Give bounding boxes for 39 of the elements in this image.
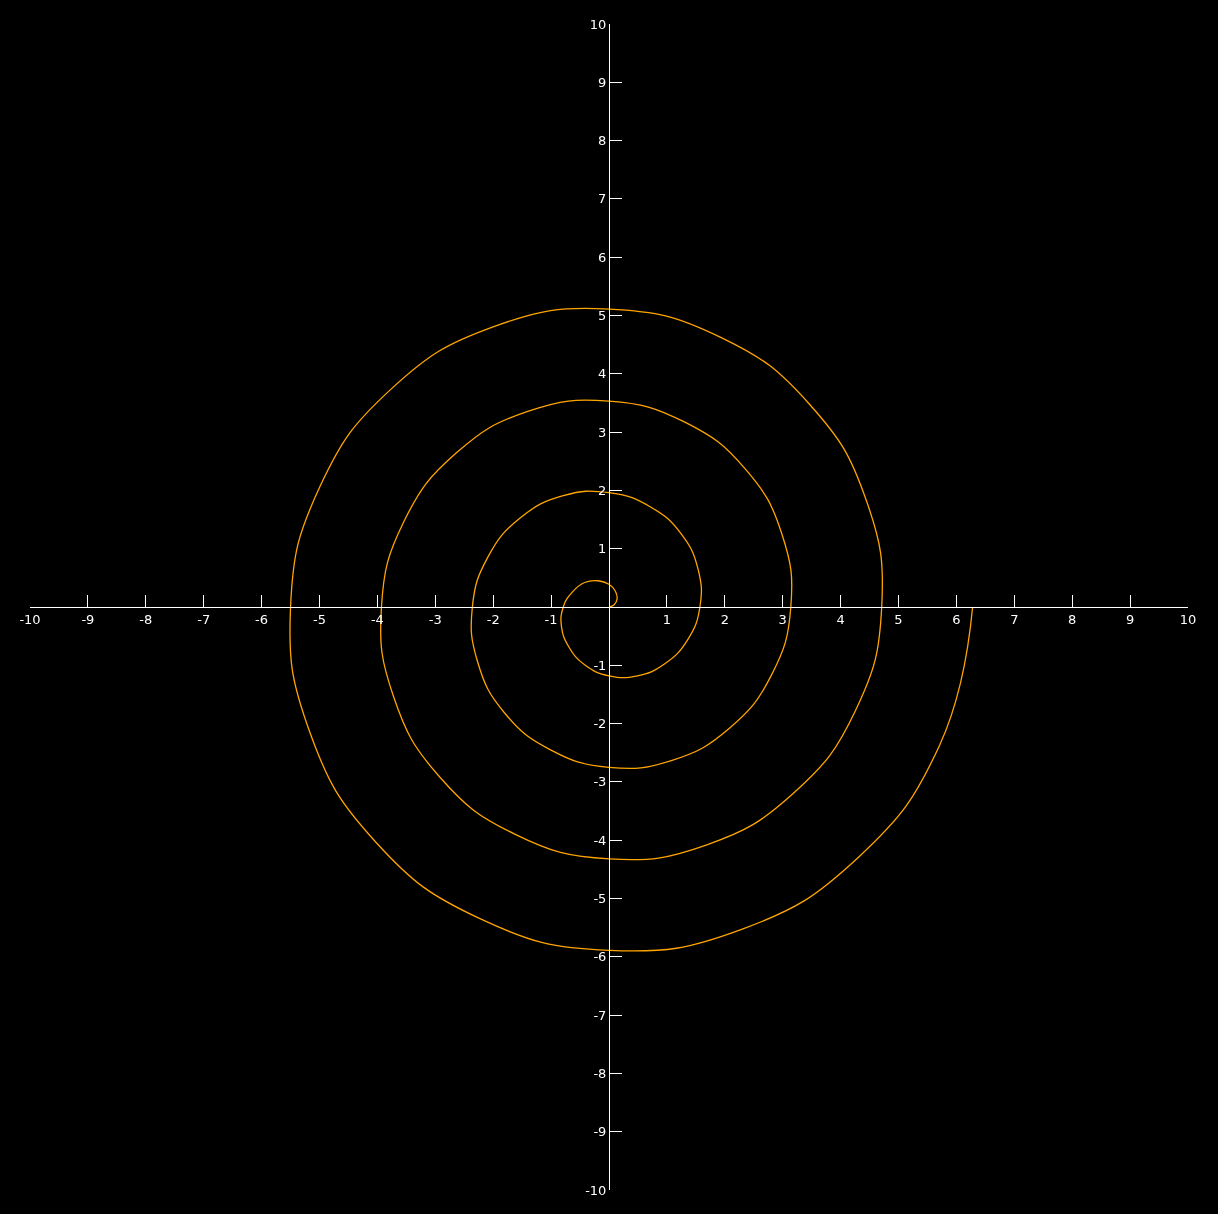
x-tick-label: -8 <box>139 611 153 627</box>
x-tick-label: 9 <box>1125 611 1135 627</box>
y-tick-label: 6 <box>598 249 607 265</box>
x-tick-label: 10 <box>1179 611 1197 627</box>
y-tick-label: 1 <box>598 541 607 557</box>
x-tick-label: 2 <box>720 611 729 627</box>
x-tick-label: -2 <box>486 611 500 627</box>
x-tick-label: 5 <box>894 611 903 627</box>
x-tick-label: 4 <box>836 611 845 627</box>
y-tick-label: 3 <box>598 424 607 440</box>
y-tick-label: -7 <box>593 1007 607 1023</box>
y-tick-label: -8 <box>593 1065 607 1081</box>
y-tick-label: 9 <box>598 74 607 90</box>
y-tick-label: 7 <box>598 191 607 207</box>
x-tick-label: 8 <box>1068 611 1077 627</box>
x-tick-label: 3 <box>778 611 787 627</box>
y-tick-label: 4 <box>598 366 607 382</box>
x-tick-label: -5 <box>313 611 326 627</box>
y-tick-label: 10 <box>589 16 607 32</box>
y-tick-label: -1 <box>593 657 607 673</box>
y-tick-label: -4 <box>593 832 607 848</box>
y-tick-label: -2 <box>593 716 607 732</box>
x-tick-label: -3 <box>428 611 442 627</box>
y-tick-label: -10 <box>585 1182 607 1198</box>
x-tick-label: 6 <box>952 611 961 627</box>
x-tick-label: -6 <box>255 611 269 627</box>
line-series <box>289 308 974 952</box>
x-tick-label: 7 <box>1010 611 1019 627</box>
y-tick-label: -9 <box>593 1124 607 1140</box>
y-tick-label: -6 <box>593 949 607 965</box>
x-tick-label: 1 <box>662 611 672 627</box>
x-tick-label: -10 <box>19 611 41 627</box>
y-tick-label: 5 <box>598 308 607 324</box>
x-tick-label: -7 <box>197 611 211 627</box>
x-tick-label: -9 <box>81 611 95 627</box>
y-tick-label: -3 <box>593 774 607 790</box>
x-tick-label: -1 <box>544 611 558 627</box>
y-tick-label: -5 <box>593 891 607 907</box>
y-tick-label: 8 <box>598 133 607 149</box>
